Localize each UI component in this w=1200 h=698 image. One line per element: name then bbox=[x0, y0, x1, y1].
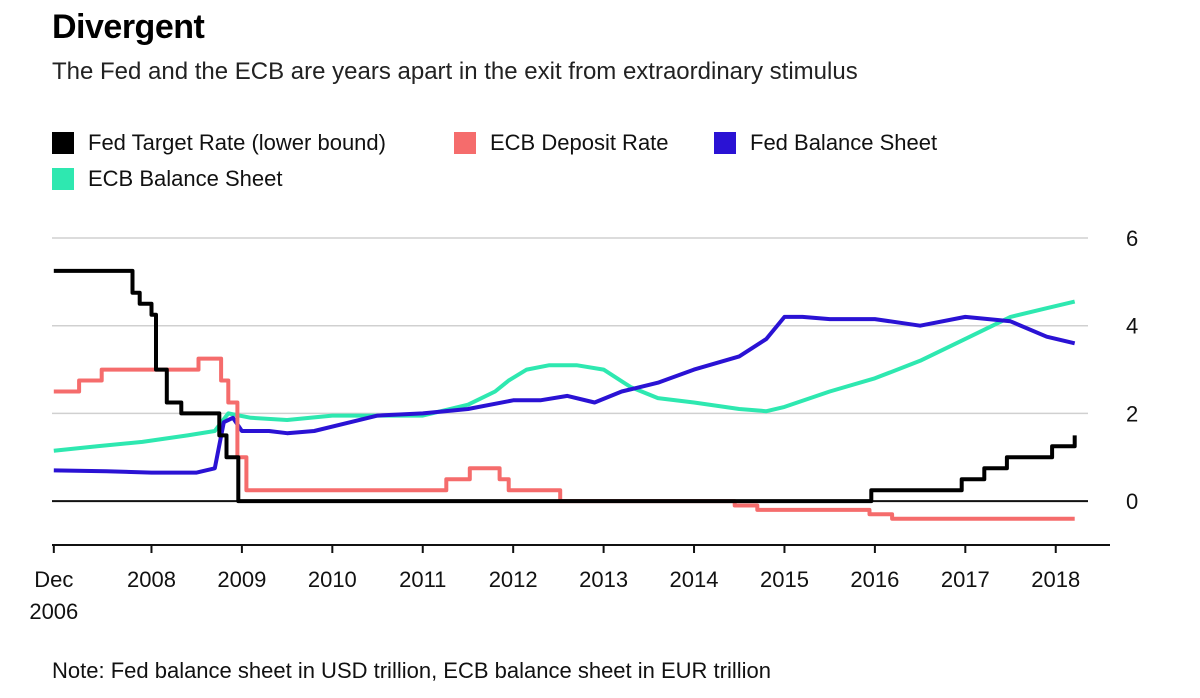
legend-swatch-ecb-deposit-rate bbox=[454, 132, 476, 154]
x-tick-label: 2016 bbox=[850, 567, 899, 592]
legend-label-ecb-balance-sheet: ECB Balance Sheet bbox=[88, 166, 283, 191]
x-axis: Dec 2006 2008 2009 2010 2011 2012 2013 2014 2015 2… bbox=[29, 544, 1110, 624]
legend-item-fed-balance-sheet: Fed Balance Sheet bbox=[714, 130, 937, 156]
series-line-fed-balance-sheet bbox=[53, 314, 1076, 475]
x-tick-label: 2017 bbox=[941, 567, 990, 592]
y-axis: 0 2 4 6 bbox=[1126, 226, 1138, 514]
grid-lines bbox=[52, 237, 1088, 503]
x-tick-label: 2008 bbox=[127, 567, 176, 592]
legend-label-ecb-deposit-rate: ECB Deposit Rate bbox=[490, 130, 669, 155]
series-line-ecb-balance-sheet bbox=[53, 299, 1076, 453]
y-tick-label: 0 bbox=[1126, 489, 1138, 514]
x-tick-label: 2010 bbox=[308, 567, 357, 592]
series-line-ecb-deposit-rate bbox=[53, 356, 1075, 521]
legend-item-ecb-deposit-rate: ECB Deposit Rate bbox=[454, 130, 669, 156]
legend-label-fed-balance-sheet: Fed Balance Sheet bbox=[750, 130, 938, 155]
x-tick-label: 2009 bbox=[217, 567, 266, 592]
series-line-fed-target-rate bbox=[53, 268, 1077, 504]
legend-label-fed-target-rate: Fed Target Rate (lower bound) bbox=[88, 130, 386, 155]
legend-item-ecb-balance-sheet: ECB Balance Sheet bbox=[52, 166, 282, 192]
legend-swatch-fed-balance-sheet bbox=[714, 132, 736, 154]
x-tick-label: 2013 bbox=[579, 567, 628, 592]
chart-note: Note: Fed balance sheet in USD trillion,… bbox=[52, 658, 772, 683]
legend-swatch-fed-target-rate bbox=[52, 132, 74, 154]
legend-item-fed-target-rate: Fed Target Rate (lower bound) bbox=[52, 130, 386, 156]
y-tick-label: 2 bbox=[1126, 401, 1138, 426]
x-tick-label: 2014 bbox=[670, 567, 719, 592]
x-tick-label: 2011 bbox=[399, 567, 446, 592]
x-tick-label: 2012 bbox=[489, 567, 538, 592]
x-tick-label: 2018 bbox=[1031, 567, 1080, 592]
x-tick-label-year: 2006 bbox=[29, 599, 78, 624]
x-tick-label: 2015 bbox=[760, 567, 809, 592]
series-lines bbox=[53, 268, 1077, 521]
chart-subtitle: The Fed and the ECB are years apart in t… bbox=[52, 58, 858, 85]
y-tick-label: 6 bbox=[1126, 226, 1138, 251]
y-tick-label: 4 bbox=[1126, 314, 1138, 339]
legend-swatch-ecb-balance-sheet bbox=[52, 168, 74, 190]
chart-title: Divergent bbox=[52, 8, 205, 46]
x-tick-label: Dec bbox=[34, 567, 73, 592]
